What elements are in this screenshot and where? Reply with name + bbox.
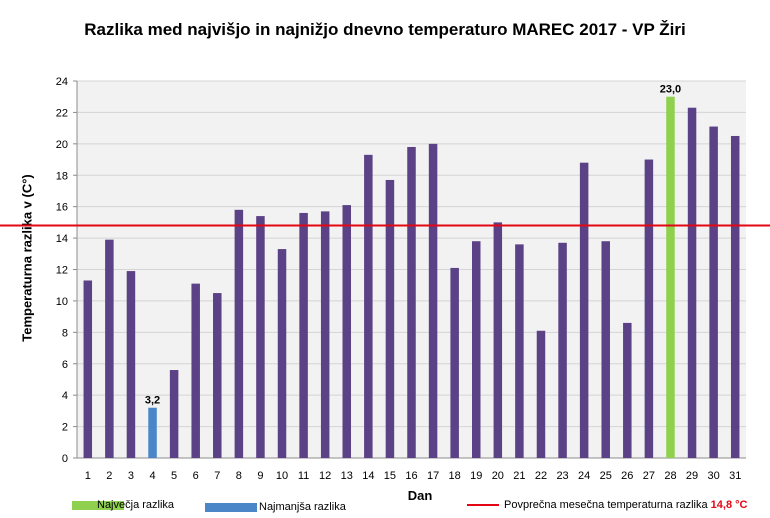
bar-day-27: [644, 159, 654, 458]
x-tick-label: 27: [643, 470, 655, 482]
x-tick-label: 10: [276, 470, 288, 482]
x-tick-label: 13: [341, 470, 353, 482]
bar-day-2: [105, 239, 114, 458]
bar-day-10: [277, 249, 287, 458]
bar-day-20: [493, 222, 503, 458]
bar-day-6: [191, 283, 200, 458]
bar-day-15: [385, 179, 395, 458]
x-tick-label: 15: [384, 470, 396, 482]
x-tick-label: 23: [556, 470, 568, 482]
bar-day-19: [471, 241, 481, 458]
bar-day-16: [407, 146, 416, 458]
x-tick-label: 18: [449, 470, 461, 482]
y-tick-label: 0: [62, 453, 68, 465]
x-tick-label: 20: [492, 470, 504, 482]
x-tick-label: 8: [236, 470, 242, 482]
bar-day-23: [558, 242, 567, 458]
bar-day-11: [299, 212, 308, 458]
x-tick-label: 7: [214, 470, 220, 482]
y-tick-label: 16: [56, 202, 68, 214]
y-tick-label: 4: [62, 390, 68, 402]
bar-day-1: [83, 280, 93, 458]
bar-day-18: [450, 267, 459, 458]
y-tick-label: 24: [56, 76, 68, 88]
y-tick-label: 8: [62, 327, 68, 339]
bar-day-5: [169, 370, 179, 458]
x-tick-label: 31: [729, 470, 741, 482]
bar-day-9: [256, 216, 265, 458]
x-tick-label: 19: [470, 470, 482, 482]
bar-day-4: [148, 407, 157, 458]
bar-day-24: [579, 162, 589, 458]
bar-day-30: [709, 126, 718, 458]
x-tick-label: 30: [708, 470, 720, 482]
y-tick-label: 18: [56, 170, 68, 182]
y-tick-label: 14: [56, 233, 68, 245]
legend-min-swatch: [205, 503, 257, 512]
x-tick-label: 17: [427, 470, 439, 482]
y-tick-label: 10: [56, 296, 68, 308]
bar-day-21: [515, 244, 524, 458]
y-tick-label: 20: [56, 139, 68, 151]
bar-day-31: [730, 135, 740, 458]
x-tick-label: 9: [257, 470, 263, 482]
x-tick-label: 4: [149, 470, 155, 482]
x-tick-label: 5: [171, 470, 177, 482]
x-tick-label: 6: [193, 470, 199, 482]
bar-day-8: [234, 209, 244, 458]
bar-day-26: [623, 322, 632, 458]
bar-day-22: [536, 330, 546, 458]
x-tick-label: 22: [535, 470, 547, 482]
bar-day-25: [601, 241, 610, 458]
legend-max-swatch: [72, 501, 124, 510]
legend-avg-value: 14,8 °C: [710, 499, 748, 511]
y-tick-label: 12: [56, 265, 68, 277]
legend-max-label: Največja razlika: [97, 499, 175, 511]
legend-min-label: Najmanjša razlika: [259, 501, 346, 513]
x-tick-label: 29: [686, 470, 698, 482]
x-tick-label: 12: [319, 470, 331, 482]
bar-day-13: [342, 205, 352, 458]
x-tick-label: 26: [621, 470, 633, 482]
bar-day-3: [126, 271, 136, 458]
x-tick-label: 16: [405, 470, 417, 482]
x-axis-label: Dan: [407, 488, 433, 503]
x-tick-label: 3: [128, 470, 134, 482]
x-tick-label: 24: [578, 470, 590, 482]
y-tick-label: 2: [62, 422, 68, 434]
x-tick-label: 1: [85, 470, 91, 482]
legend-avg-line: [467, 504, 499, 506]
x-tick-label: 25: [600, 470, 612, 482]
bar-day-17: [428, 143, 438, 459]
bar-day-29: [687, 107, 697, 459]
y-tick-label: 22: [56, 107, 68, 119]
data-label: 3,2: [145, 395, 160, 407]
x-tick-label: 14: [362, 470, 374, 482]
data-label: 23,0: [660, 84, 681, 96]
legend-avg-label: Povprečna mesečna temperaturna razlika: [504, 499, 708, 511]
x-tick-label: 11: [298, 470, 309, 482]
y-tick-label: 6: [62, 359, 68, 371]
bar-day-12: [320, 211, 330, 458]
x-tick-label: 2: [106, 470, 112, 482]
x-tick-label: 28: [664, 470, 676, 482]
chart-title: Razlika med najvišjo in najnižjo dnevno …: [84, 20, 686, 39]
bar-day-28: [666, 96, 675, 458]
legend-avg-text: Povprečna mesečna temperaturna razlika 1…: [504, 499, 747, 511]
x-tick-label: 21: [513, 470, 525, 482]
bar-day-14: [364, 154, 373, 458]
bar-day-7: [213, 293, 222, 458]
